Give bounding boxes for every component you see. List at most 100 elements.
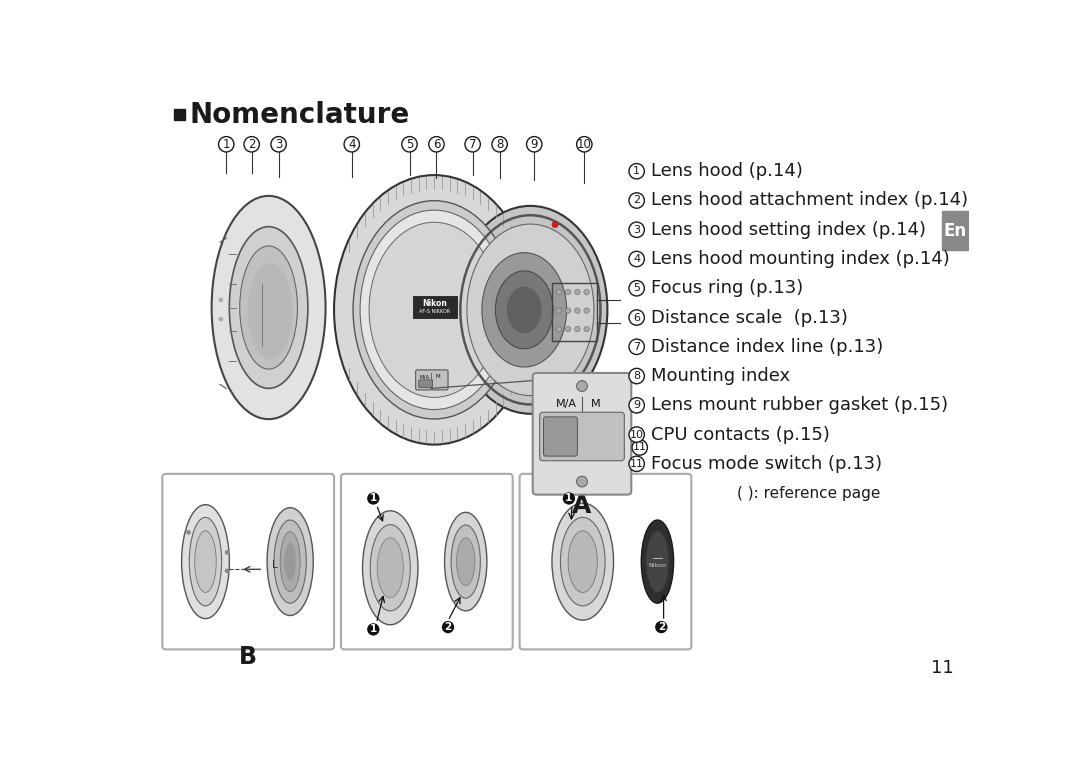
Ellipse shape	[274, 520, 307, 603]
Ellipse shape	[229, 227, 308, 388]
Text: 1: 1	[565, 493, 572, 503]
Text: Focus mode switch (p.13): Focus mode switch (p.13)	[650, 455, 881, 473]
Text: 2: 2	[444, 622, 451, 632]
Circle shape	[556, 290, 562, 295]
Circle shape	[584, 308, 590, 313]
Text: Nomenclature: Nomenclature	[189, 101, 409, 129]
Circle shape	[491, 136, 508, 152]
Ellipse shape	[267, 508, 313, 616]
Text: CPU contacts (p.15): CPU contacts (p.15)	[650, 426, 829, 444]
Text: 5: 5	[633, 283, 640, 293]
Circle shape	[442, 621, 455, 633]
Circle shape	[577, 136, 592, 152]
Circle shape	[367, 493, 379, 505]
Circle shape	[527, 136, 542, 152]
Ellipse shape	[284, 543, 296, 580]
FancyBboxPatch shape	[532, 373, 632, 495]
Text: Nikon: Nikon	[422, 300, 447, 308]
Text: 11: 11	[931, 659, 954, 677]
Circle shape	[244, 136, 259, 152]
Ellipse shape	[568, 531, 597, 592]
Circle shape	[584, 290, 590, 295]
Text: Distance index line (p.13): Distance index line (p.13)	[650, 338, 882, 355]
Text: 10: 10	[630, 430, 644, 440]
Circle shape	[575, 308, 580, 313]
Circle shape	[271, 136, 286, 152]
Text: 7: 7	[469, 138, 476, 151]
Ellipse shape	[181, 505, 229, 619]
Text: Lens hood (p.14): Lens hood (p.14)	[650, 162, 802, 180]
Text: 8: 8	[633, 371, 640, 381]
Text: 5: 5	[406, 138, 414, 151]
Circle shape	[225, 568, 229, 573]
Circle shape	[556, 326, 562, 332]
Text: Mounting index: Mounting index	[650, 367, 789, 385]
Circle shape	[566, 290, 571, 295]
Ellipse shape	[482, 253, 567, 367]
Text: Nikon: Nikon	[648, 563, 666, 568]
Circle shape	[629, 427, 645, 442]
Circle shape	[629, 339, 645, 355]
Text: 11: 11	[630, 459, 644, 469]
Text: ( ): reference page: ( ): reference page	[737, 486, 880, 501]
Circle shape	[563, 493, 575, 505]
Ellipse shape	[451, 525, 481, 598]
Text: 2: 2	[248, 138, 255, 151]
Circle shape	[575, 290, 580, 295]
Circle shape	[402, 136, 417, 152]
Ellipse shape	[642, 520, 674, 603]
Ellipse shape	[280, 532, 300, 591]
Text: Lens mount rubber gasket (p.15): Lens mount rubber gasket (p.15)	[650, 396, 947, 414]
Ellipse shape	[507, 286, 541, 333]
Text: En: En	[944, 221, 967, 240]
Circle shape	[629, 398, 645, 413]
Text: M/A: M/A	[419, 375, 429, 379]
Text: Lens hood attachment index (p.14): Lens hood attachment index (p.14)	[650, 192, 968, 209]
Ellipse shape	[467, 224, 594, 395]
Text: A: A	[572, 494, 592, 518]
Circle shape	[566, 326, 571, 332]
Text: 6: 6	[433, 138, 441, 151]
Circle shape	[656, 621, 667, 633]
Ellipse shape	[212, 196, 325, 419]
Text: Lens hood setting index (p.14): Lens hood setting index (p.14)	[650, 221, 926, 239]
Circle shape	[629, 280, 645, 296]
Bar	[552, 283, 596, 341]
Circle shape	[577, 381, 588, 391]
Circle shape	[345, 136, 360, 152]
Ellipse shape	[377, 538, 403, 597]
Text: Focus ring (p.13): Focus ring (p.13)	[650, 280, 802, 297]
Text: L: L	[272, 561, 278, 571]
Ellipse shape	[363, 511, 418, 625]
Circle shape	[186, 530, 191, 535]
Text: M: M	[591, 399, 600, 409]
Circle shape	[465, 136, 481, 152]
Text: 8: 8	[496, 138, 503, 151]
Ellipse shape	[454, 206, 607, 414]
Ellipse shape	[646, 531, 669, 592]
Text: 2: 2	[658, 622, 665, 632]
Circle shape	[218, 297, 224, 302]
Circle shape	[629, 193, 645, 208]
Ellipse shape	[360, 210, 509, 410]
Text: B: B	[239, 645, 257, 669]
Ellipse shape	[334, 175, 535, 444]
Text: M/A: M/A	[556, 399, 577, 409]
Circle shape	[629, 222, 645, 237]
Ellipse shape	[370, 525, 410, 611]
FancyBboxPatch shape	[540, 412, 624, 461]
Circle shape	[632, 440, 647, 455]
FancyBboxPatch shape	[416, 370, 448, 390]
Circle shape	[218, 136, 234, 152]
Text: Distance scale  (p.13): Distance scale (p.13)	[650, 309, 848, 326]
Circle shape	[367, 624, 379, 636]
Ellipse shape	[247, 264, 293, 359]
Bar	[943, 211, 970, 250]
Text: 11: 11	[633, 443, 647, 453]
Circle shape	[218, 317, 224, 322]
Ellipse shape	[189, 517, 221, 606]
Text: 1: 1	[222, 138, 230, 151]
Circle shape	[429, 136, 444, 152]
Ellipse shape	[369, 222, 499, 398]
Text: 1: 1	[369, 493, 377, 503]
